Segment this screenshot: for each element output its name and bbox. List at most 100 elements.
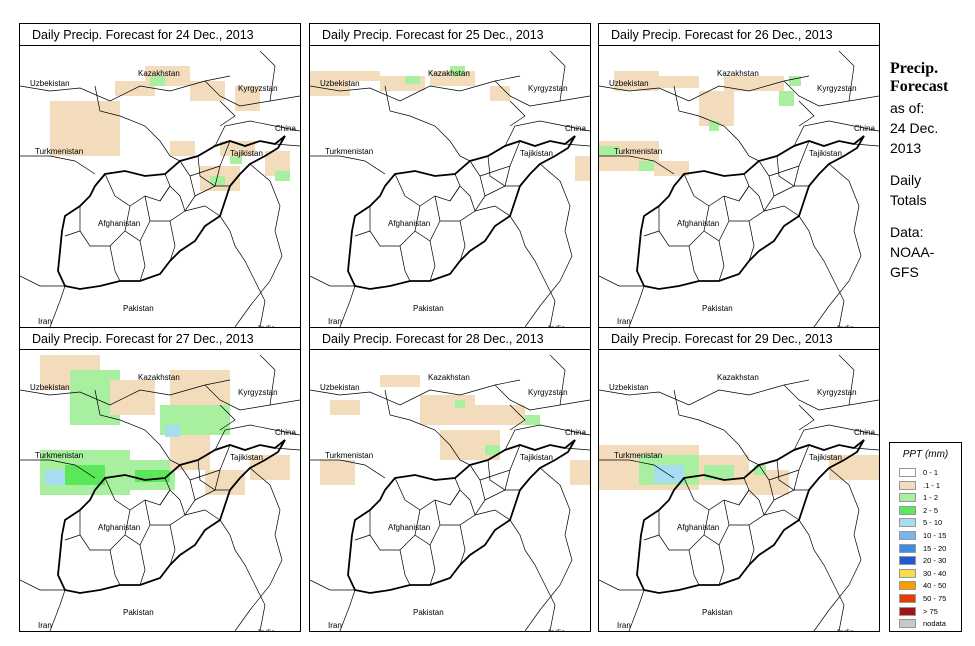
country-border (20, 579, 65, 591)
info-title-2: Forecast (890, 78, 949, 95)
province-border (440, 160, 486, 222)
country-label-pakistan: Pakistan (413, 608, 444, 617)
country-label-uzbekistan: Uzbekistan (30, 79, 70, 88)
country-border (494, 80, 590, 107)
legend-swatch (899, 505, 916, 515)
country-border (214, 120, 300, 147)
country-border (509, 404, 526, 431)
province-border (79, 509, 131, 551)
precip-area (829, 455, 879, 480)
info-totals: Totals (890, 192, 927, 208)
precip-area (525, 415, 540, 425)
province-border (683, 173, 750, 207)
province-border (703, 499, 730, 546)
country-label-india: India (258, 324, 276, 327)
country-label-turkmenistan: Turkmenistan (35, 147, 83, 156)
country-label-afghanistan: Afghanistan (98, 523, 140, 532)
province-border (658, 205, 710, 247)
country-label-kyrgyzstan: Kyrgyzstan (817, 84, 857, 93)
precip-area (699, 91, 734, 126)
country-label-tajikistan: Tajikistan (809, 453, 842, 462)
legend-swatch (899, 531, 916, 540)
province-border (487, 140, 521, 187)
province-border (768, 469, 800, 481)
country-border (798, 100, 815, 127)
country-label-kazakhstan: Kazakhstan (717, 373, 759, 382)
info-date-2: 2013 (890, 140, 922, 156)
country-border (204, 80, 300, 107)
afghanistan-border (636, 135, 865, 290)
precip-area (475, 405, 525, 425)
province-border (394, 477, 461, 511)
country-label-tajikistan: Tajikistan (809, 149, 842, 158)
province-border (354, 230, 371, 237)
province-border (429, 544, 436, 586)
province-border (718, 240, 725, 282)
country-border (20, 75, 231, 102)
country-border (214, 424, 300, 451)
country-label-afghanistan: Afghanistan (677, 219, 719, 228)
info-title-1: Precip. (890, 60, 939, 77)
country-border (599, 459, 675, 479)
afghanistan-border (57, 439, 286, 594)
legend-swatch (899, 619, 916, 629)
country-border (219, 215, 266, 327)
province-border (729, 464, 775, 526)
country-border (310, 75, 521, 102)
map-panel-24dec: Daily Precip. Forecast for 24 Dec., 2013… (19, 23, 301, 328)
afghanistan-border (636, 439, 865, 594)
country-border (549, 50, 566, 102)
country-label-tajikistan: Tajikistan (520, 149, 553, 158)
country-label-kazakhstan: Kazakhstan (138, 373, 180, 382)
precip-area (455, 400, 465, 408)
info-data-source: NOAA- (890, 244, 935, 260)
legend-label: 0 - 1 (923, 468, 939, 477)
country-label-iran: Iran (328, 621, 342, 630)
province-border (429, 240, 436, 282)
country-border (599, 379, 810, 406)
legend-label: nodata (923, 619, 946, 629)
country-label-china: China (854, 124, 875, 133)
country-label-uzbekistan: Uzbekistan (30, 383, 70, 392)
country-border (219, 404, 236, 431)
country-label-kyrgyzstan: Kyrgyzstan (528, 388, 568, 397)
province-border (776, 444, 810, 491)
country-border (813, 163, 862, 327)
country-border (310, 579, 355, 591)
province-border (189, 165, 221, 177)
country-label-kyrgyzstan: Kyrgyzstan (238, 388, 278, 397)
country-border (798, 215, 845, 327)
country-border (234, 467, 283, 631)
province-border (414, 195, 441, 242)
country-label-india: India (258, 628, 276, 631)
afghanistan-border (347, 439, 576, 594)
country-border (599, 75, 810, 102)
legend-label: > 75 (923, 606, 938, 616)
country-border (259, 50, 276, 102)
precip-area (704, 465, 734, 480)
country-border (599, 155, 675, 175)
country-label-pakistan: Pakistan (123, 608, 154, 617)
forecast-info: Precip. Forecast as of: 24 Dec. 2013 Dai… (890, 60, 974, 282)
legend-label: 10 - 15 (923, 531, 947, 540)
province-border (738, 489, 765, 516)
country-border (509, 100, 526, 127)
country-label-tajikistan: Tajikistan (230, 453, 263, 462)
province-border (197, 444, 231, 491)
country-border (339, 285, 356, 327)
province-border (729, 160, 775, 222)
precip-map: Uzbekistan Kazakhstan Kyrgyzstan China Turkm… (310, 354, 590, 631)
precip-area (754, 465, 766, 475)
province-border (124, 195, 151, 242)
province-border (150, 464, 196, 526)
precip-map: Uzbekistan Kazakhstan Kyrgyzstan China Turkm… (20, 354, 300, 631)
province-border (763, 509, 800, 521)
province-border (414, 499, 441, 546)
precip-area (779, 91, 794, 106)
precip-area (380, 375, 420, 387)
province-border (64, 534, 81, 541)
country-label-iran: Iran (38, 621, 52, 630)
province-border (394, 173, 461, 207)
precip-area (170, 141, 195, 156)
country-label-pakistan: Pakistan (413, 304, 444, 313)
